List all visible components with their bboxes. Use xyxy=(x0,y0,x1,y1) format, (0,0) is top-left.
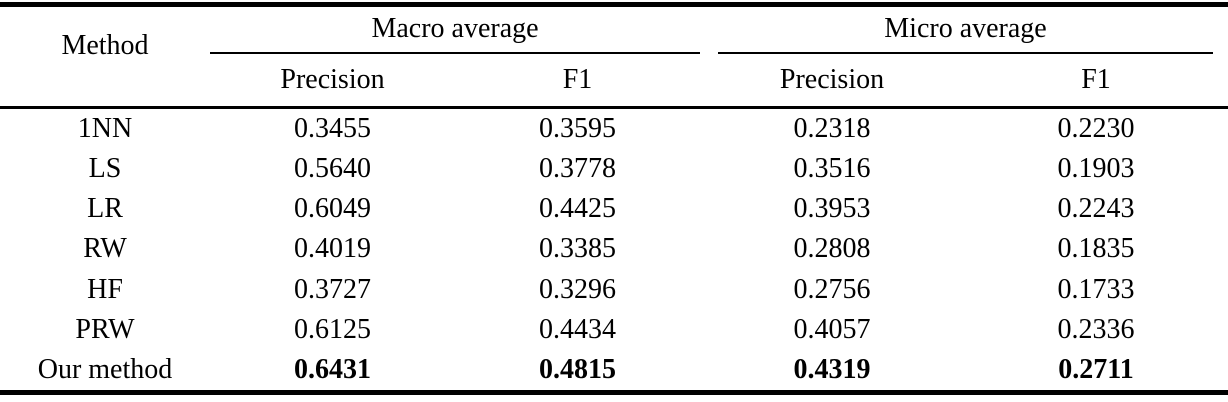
method-label: Our method xyxy=(37,353,173,385)
macro-f1-value: 0.4434 xyxy=(539,313,616,345)
macro-precision-value: 0.5640 xyxy=(294,153,371,185)
micro-f1-value: 0.1903 xyxy=(1057,153,1135,185)
table-row: 1NN 0.3455 0.3595 0.2318 0.2230 xyxy=(0,109,1228,149)
micro-f1-value: 0.1835 xyxy=(1057,233,1135,265)
macro-precision-value: 0.3455 xyxy=(294,113,371,145)
method-label: 1NN xyxy=(77,113,133,145)
table-bottom-rule xyxy=(0,390,1228,395)
method-column-header: Method xyxy=(61,30,149,61)
micro-f1-value: 0.2230 xyxy=(1057,113,1135,145)
micro-precision-value: 0.2318 xyxy=(793,113,871,145)
sub-header-row: Precision F1 Precision F1 xyxy=(0,54,1228,106)
micro-precision-value: 0.2756 xyxy=(793,273,871,305)
micro-precision-value: 0.4319 xyxy=(793,353,871,385)
macro-f1-value: 0.3385 xyxy=(539,233,616,265)
macro-f1-value: 0.4815 xyxy=(539,353,616,385)
macro-f1-value: 0.3595 xyxy=(539,113,616,145)
method-label: PRW xyxy=(75,313,135,345)
macro-precision-value: 0.6049 xyxy=(294,193,371,225)
micro-f1-value: 0.2336 xyxy=(1057,313,1135,345)
micro-average-header: Micro average xyxy=(884,13,1047,44)
table-header-rule xyxy=(0,106,1228,109)
micro-precision-value: 0.3953 xyxy=(793,193,871,225)
table-body: 1NN 0.3455 0.3595 0.2318 0.2230 LS 0.564… xyxy=(0,109,1228,390)
macro-f1-header: F1 xyxy=(562,64,593,95)
table-top-rule xyxy=(0,2,1228,7)
micro-precision-value: 0.4057 xyxy=(793,313,871,345)
table-row: Our method 0.6431 0.4815 0.4319 0.2711 xyxy=(0,350,1228,390)
macro-precision-header: Precision xyxy=(280,64,385,95)
macro-precision-value: 0.6125 xyxy=(294,313,371,345)
micro-f1-value: 0.1733 xyxy=(1057,273,1135,305)
micro-f1-value: 0.2711 xyxy=(1058,353,1134,385)
macro-f1-value: 0.4425 xyxy=(539,193,616,225)
method-label: LR xyxy=(87,193,123,225)
table-row: LS 0.5640 0.3778 0.3516 0.1903 xyxy=(0,149,1228,189)
table-row: LR 0.6049 0.4425 0.3953 0.2243 xyxy=(0,189,1228,229)
macro-precision-value: 0.6431 xyxy=(294,353,371,385)
micro-precision-header: Precision xyxy=(779,64,885,95)
method-label: RW xyxy=(83,233,127,265)
macro-precision-value: 0.4019 xyxy=(294,233,371,265)
table-row: PRW 0.6125 0.4434 0.4057 0.2336 xyxy=(0,310,1228,350)
method-label: HF xyxy=(87,273,123,305)
table-row: HF 0.3727 0.3296 0.2756 0.1733 xyxy=(0,270,1228,310)
micro-f1-value: 0.2243 xyxy=(1057,193,1135,225)
method-label: LS xyxy=(88,153,122,185)
macro-f1-value: 0.3778 xyxy=(539,153,616,185)
micro-precision-value: 0.3516 xyxy=(793,153,871,185)
macro-f1-value: 0.3296 xyxy=(539,273,616,305)
macro-precision-value: 0.3727 xyxy=(294,273,371,305)
macro-average-header: Macro average xyxy=(371,13,539,44)
micro-precision-value: 0.2808 xyxy=(793,233,871,265)
micro-average-underline xyxy=(718,52,1213,54)
table-row: RW 0.4019 0.3385 0.2808 0.1835 xyxy=(0,229,1228,269)
sub-header-spacer xyxy=(0,54,210,106)
micro-f1-header: F1 xyxy=(1081,64,1111,95)
macro-average-underline xyxy=(210,52,700,54)
